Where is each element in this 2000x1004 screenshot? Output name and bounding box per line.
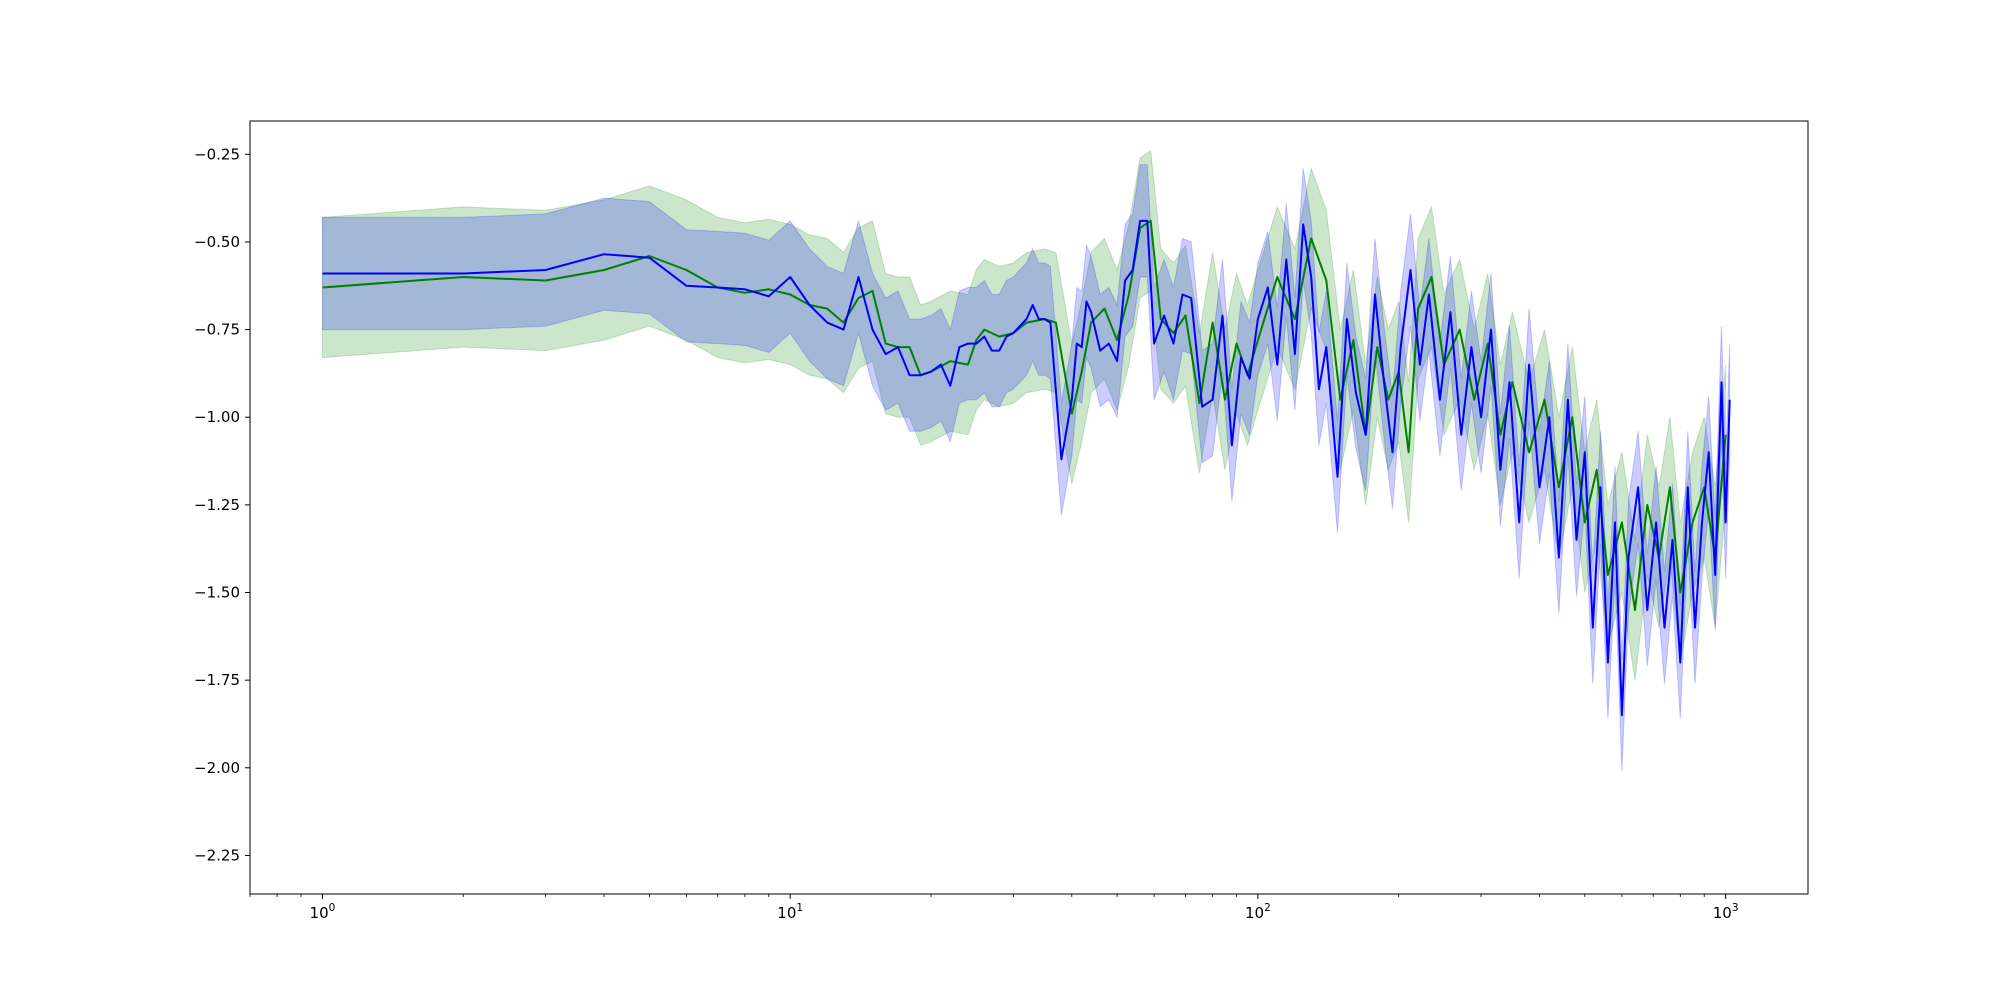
y-tick-label-7: −2.00 [194,759,240,777]
y-tick-label-5: −1.50 [194,584,240,602]
y-tick-label-0: −0.25 [194,145,240,163]
y-tick-label-1: −0.50 [194,233,240,251]
x-tick-label-1: 101 [777,902,803,922]
y-tick-label-8: −2.25 [194,846,240,864]
y-tick-label-6: −1.75 [194,671,240,689]
y-tick-label-2: −0.75 [194,321,240,339]
x-tick-label-0: 100 [310,902,336,922]
x-tick-label-2: 102 [1245,902,1271,922]
x-tick-label-3: 103 [1713,902,1739,922]
series-1-line [322,219,1731,717]
plot-frame [249,120,1809,895]
y-tick-label-3: −1.00 [194,408,240,426]
y-tick-label-4: −1.25 [194,496,240,514]
plot-area [322,149,1731,772]
